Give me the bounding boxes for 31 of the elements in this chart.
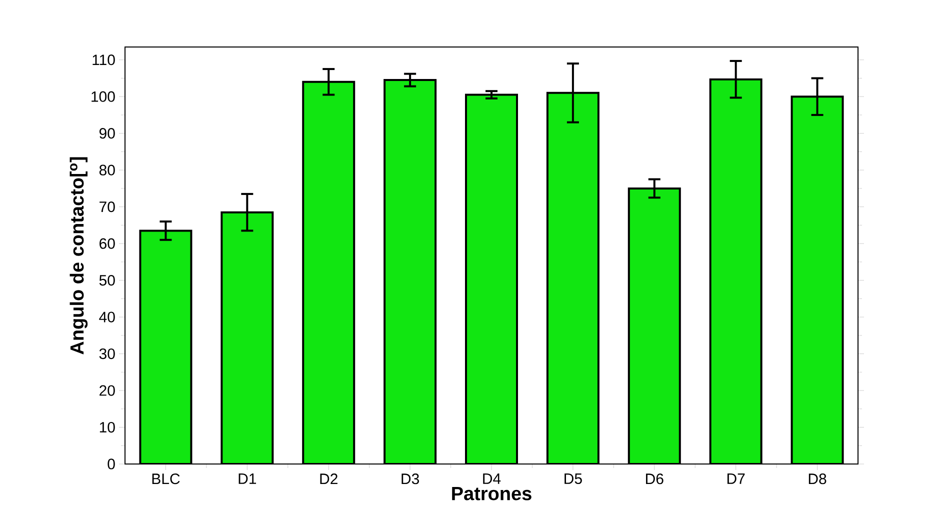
y-tick-label: 100 (92, 91, 115, 102)
x-axis-title: Patrones (452, 487, 532, 500)
y-tick-label: 30 (99, 348, 115, 360)
y-tick-label: 70 (100, 202, 115, 212)
x-tick-label: D7 (727, 474, 745, 484)
x-tick-label: D6 (646, 474, 664, 484)
y-tick-label: 110 (92, 54, 115, 66)
bar (466, 94, 518, 464)
y-tick-label: 50 (99, 274, 115, 286)
bar (547, 92, 598, 464)
bar (140, 230, 192, 464)
y-tick-label: 20 (100, 385, 115, 396)
x-tick-label: BLC (152, 474, 180, 484)
y-tick-label: 10 (100, 422, 115, 433)
y-tick-label: 60 (100, 238, 115, 249)
x-tick-label: D3 (402, 474, 419, 484)
bar (222, 212, 273, 464)
bar (303, 82, 354, 464)
bar (628, 188, 680, 464)
x-tick-label: D2 (320, 474, 338, 484)
y-tick-label: 90 (99, 128, 115, 139)
x-tick-label: D1 (238, 474, 256, 484)
y-tick-label: 80 (99, 164, 115, 176)
y-axis-title: Angulo de contacto[$^{o}$] (70, 157, 88, 354)
y-tick-label: 0 (108, 458, 115, 470)
bar (710, 79, 762, 464)
bar (384, 80, 436, 464)
x-tick-label: D5 (564, 474, 582, 484)
x-tick-label: D8 (808, 474, 826, 484)
y-tick-label: 40 (99, 312, 115, 322)
x-tick-label: D4 (483, 474, 501, 484)
